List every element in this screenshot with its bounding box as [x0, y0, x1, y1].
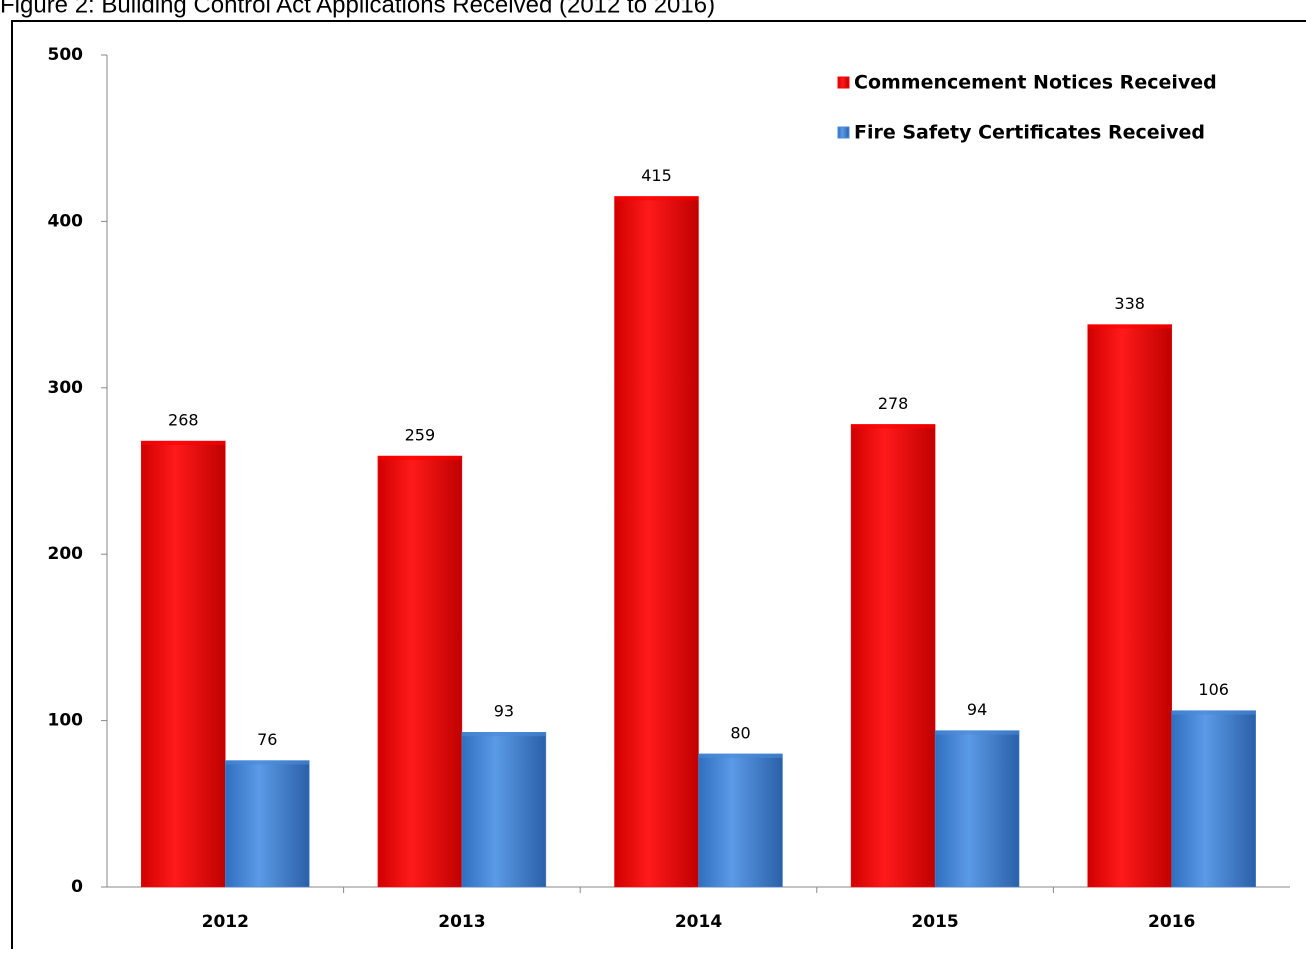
- x-tick-label: 2014: [675, 912, 722, 932]
- value-label: 415: [641, 166, 672, 185]
- value-label: 76: [257, 730, 277, 749]
- chart-title: Figure 2: Building Control Act Applicati…: [0, 0, 715, 18]
- bar-top: [614, 196, 699, 201]
- legend-swatch: [837, 76, 850, 89]
- value-label: 80: [730, 723, 750, 742]
- legend-swatch: [837, 126, 850, 139]
- y-tick-label: 500: [48, 45, 84, 65]
- bar: [225, 760, 310, 888]
- bar: [1087, 324, 1172, 888]
- bar: [141, 440, 226, 888]
- y-tick-label: 100: [48, 711, 84, 731]
- bar-top: [141, 441, 226, 446]
- bar-top: [225, 760, 310, 765]
- bar: [461, 731, 547, 888]
- x-tick-label: 2015: [911, 912, 958, 932]
- bar: [614, 196, 699, 888]
- y-tick-label: 400: [48, 211, 84, 231]
- y-tick-label: 0: [71, 877, 83, 897]
- legend-label: Commencement Notices Received: [854, 72, 1217, 94]
- value-label: 268: [168, 411, 199, 430]
- x-tick-label: 2013: [438, 912, 485, 932]
- bar: [1171, 710, 1256, 888]
- bar-top: [377, 456, 462, 461]
- value-label: 93: [494, 702, 514, 721]
- value-label: 106: [1198, 680, 1229, 699]
- bar-top: [851, 424, 936, 429]
- bar: [698, 753, 783, 888]
- bar: [850, 424, 936, 888]
- value-label: 338: [1114, 294, 1145, 313]
- bar: [377, 455, 463, 888]
- value-label: 94: [967, 700, 987, 719]
- y-tick-label: 200: [48, 544, 84, 564]
- bar-top: [935, 730, 1020, 735]
- value-label: 259: [405, 426, 436, 445]
- x-tick-label: 2016: [1148, 912, 1195, 932]
- bar-top: [461, 732, 546, 737]
- x-tick-label: 2012: [202, 912, 249, 932]
- legend-label: Fire Safety Certificates Received: [854, 122, 1205, 144]
- bar-top: [1087, 324, 1172, 329]
- bar-top: [1171, 710, 1256, 715]
- bar-top: [698, 753, 783, 758]
- value-label: 278: [878, 394, 909, 413]
- y-tick-label: 300: [48, 378, 84, 398]
- bar: [934, 730, 1020, 888]
